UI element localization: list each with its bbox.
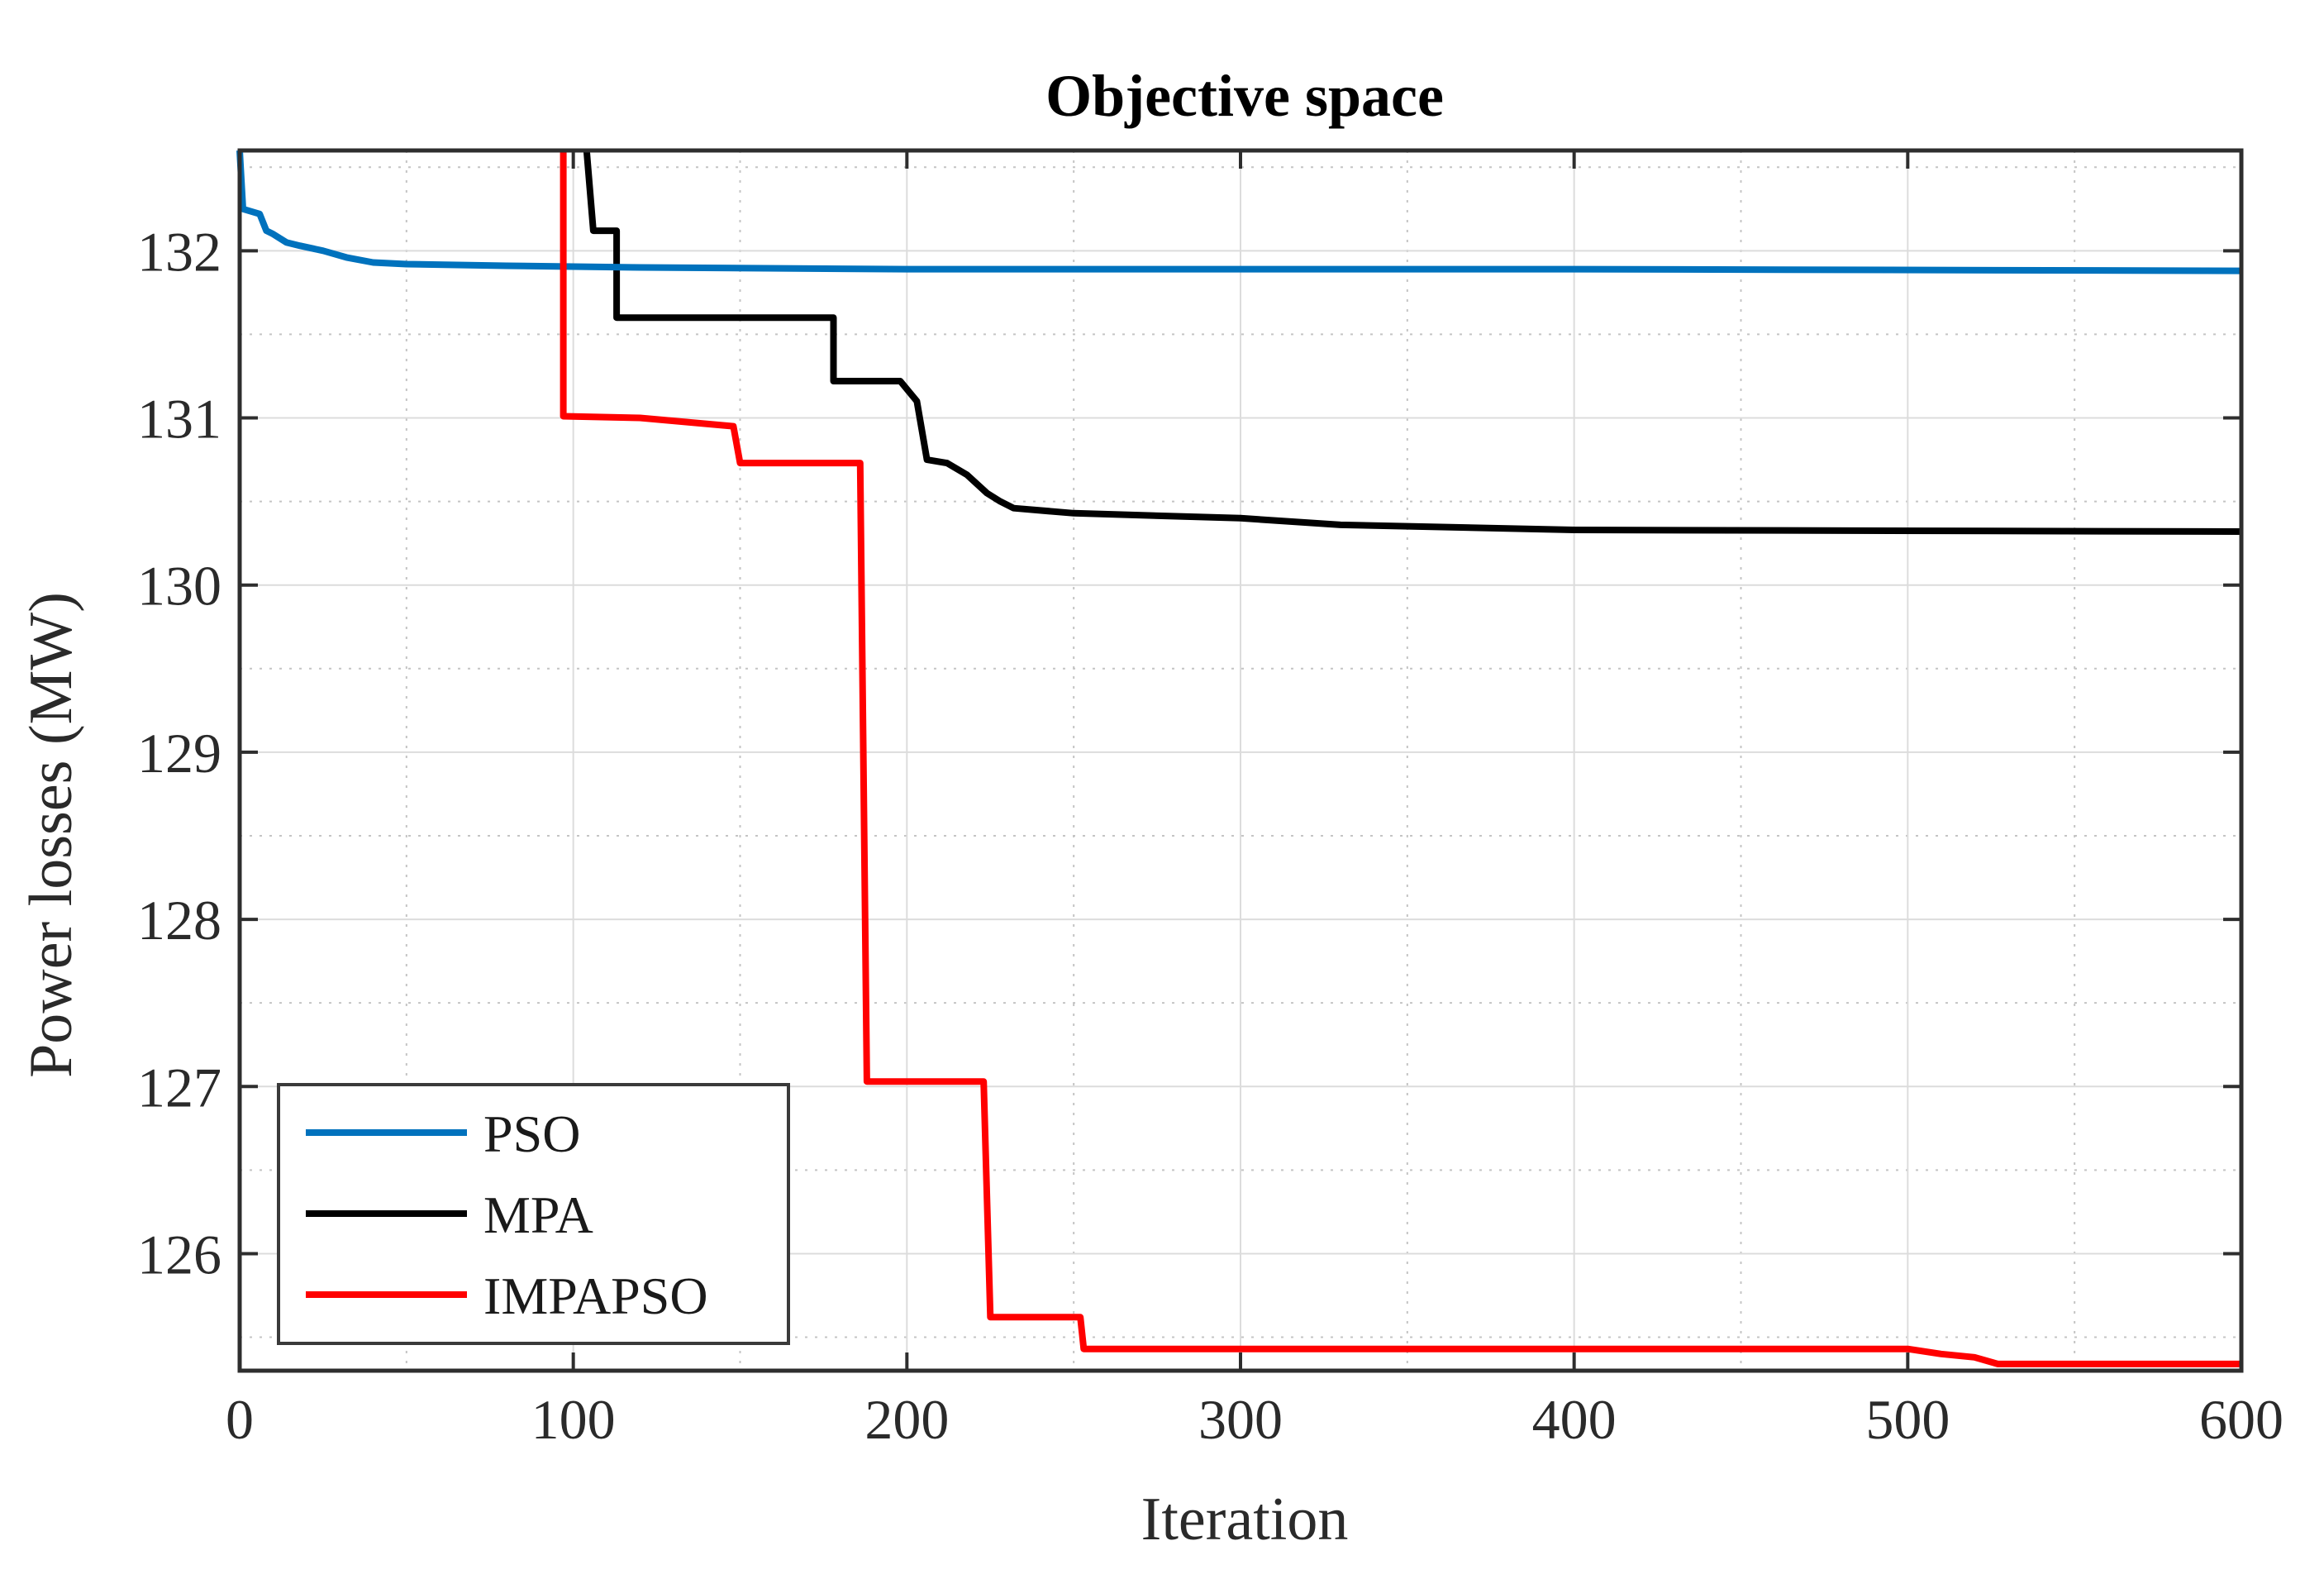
legend: PSO MPA IMPAPSO — [277, 1083, 790, 1345]
y-tick-label: 131 — [137, 388, 221, 451]
series-line-pso — [236, 150, 2242, 274]
x-tick-label: 300 — [1198, 1388, 1283, 1451]
x-tick-label: 100 — [531, 1388, 616, 1451]
x-tick-label: 0 — [226, 1388, 254, 1451]
x-tick-label: 400 — [1532, 1388, 1617, 1451]
axis-ticks: 0 100 200 300 400 500 600 126 127 128 129 130 131 132 — [137, 150, 2284, 1451]
legend-label-impapso: IMPAPSO — [483, 1267, 708, 1325]
chart-title: Objective space — [1045, 63, 1444, 129]
x-tick-label: 200 — [864, 1388, 949, 1451]
series-line-mpa — [583, 150, 2242, 535]
y-tick-label: 130 — [137, 555, 221, 618]
y-axis-label: Power losses (MW) — [17, 592, 85, 1078]
y-tick-label: 127 — [137, 1056, 221, 1119]
series-layer — [236, 150, 2242, 1367]
grid — [239, 150, 2242, 1371]
y-tick-label: 128 — [137, 889, 221, 952]
legend-label-mpa: MPA — [483, 1185, 593, 1244]
legend-label-pso: PSO — [483, 1104, 580, 1163]
x-axis-label: Iteration — [1141, 1486, 1349, 1553]
series-line-impapso — [560, 150, 2241, 1367]
x-tick-label: 500 — [1865, 1388, 1950, 1451]
y-tick-label: 132 — [137, 220, 221, 283]
x-tick-label: 600 — [2199, 1388, 2284, 1451]
y-tick-label: 129 — [137, 722, 221, 785]
y-tick-label: 126 — [137, 1223, 221, 1286]
